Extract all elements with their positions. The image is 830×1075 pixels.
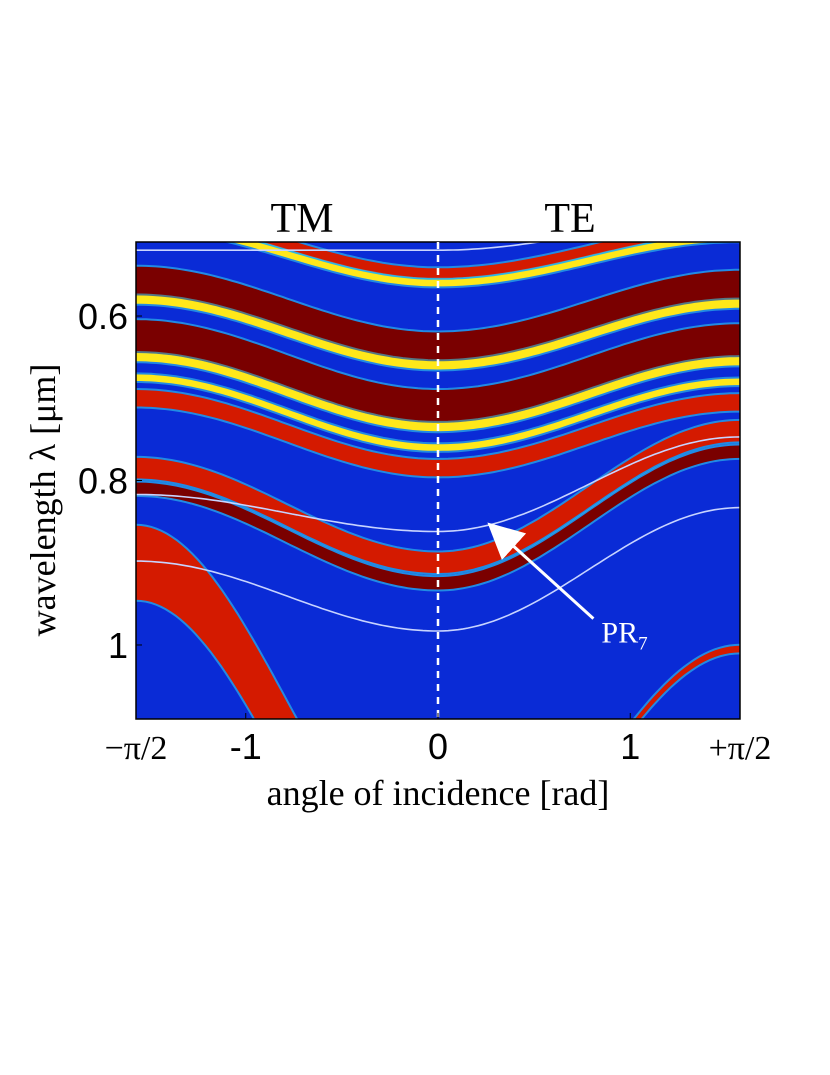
- band-bottom-tm: [136, 525, 296, 719]
- band-main-yellow-2: [136, 353, 740, 432]
- band-main-3: [136, 390, 740, 477]
- band-main-yellow-1: [136, 295, 740, 370]
- x-axis-label: angle of incidence [rad]: [267, 773, 610, 813]
- y-tick-label: 0.6: [78, 296, 128, 337]
- band-top-2: [231, 242, 714, 287]
- y-ticks: 0.6 0.8 1: [78, 296, 142, 666]
- y-axis-label: wavelength λ [μm]: [23, 364, 63, 637]
- bands-layer: [136, 242, 740, 719]
- panel-label-te: TE: [544, 196, 595, 242]
- line-lower: [136, 506, 740, 632]
- band-lower-1: [136, 420, 740, 573]
- pr7-label-main: PR: [601, 617, 638, 650]
- band-lower-2: [136, 445, 740, 590]
- x-tick-label: +π/2: [709, 730, 772, 767]
- line-te-top: [136, 242, 544, 251]
- band-top-1: [261, 242, 651, 279]
- y-tick-label: 0.8: [78, 461, 128, 502]
- y-tick-label: 1: [108, 625, 128, 666]
- band-main-3-halo: [136, 387, 740, 479]
- x-tick-label: −π/2: [105, 730, 168, 767]
- x-tick-label: 0: [428, 726, 448, 767]
- panel-label-tm: TM: [271, 196, 334, 242]
- pr7-label-subscript: 7: [638, 634, 648, 655]
- pr7-label: PR7: [601, 617, 647, 655]
- band-main-1: [136, 266, 740, 366]
- band-bottom-te: [635, 645, 740, 719]
- band-main-yellow-3: [136, 374, 740, 451]
- x-ticks: −π/2 -1 0 1 +π/2: [105, 713, 772, 767]
- x-tick-label: 1: [620, 726, 640, 767]
- pr7-arrow: [487, 522, 595, 620]
- x-tick-label: -1: [230, 726, 262, 767]
